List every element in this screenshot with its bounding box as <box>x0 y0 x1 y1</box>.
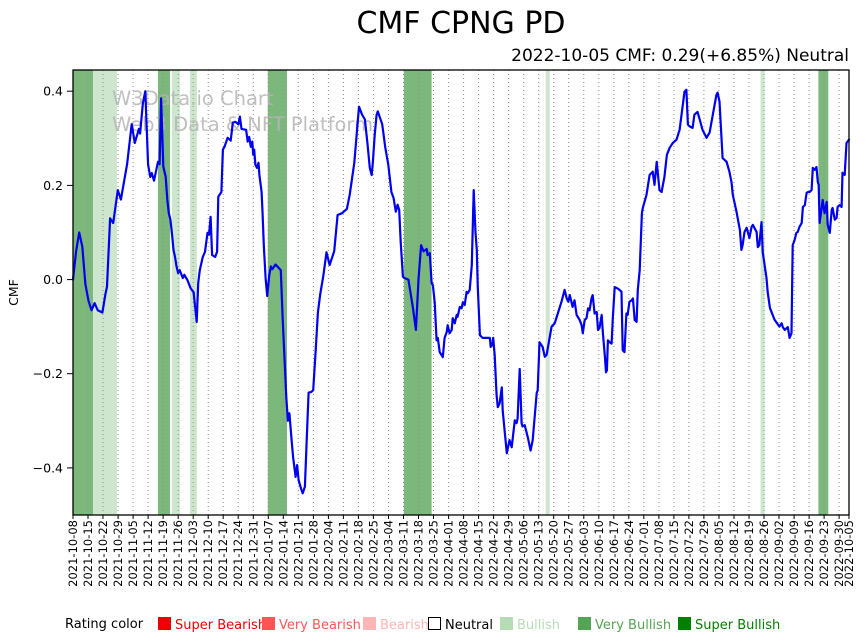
x-tick-label: 2022-03-18 <box>412 520 426 587</box>
x-tick-label: 2022-07-29 <box>697 520 711 587</box>
x-tick-label: 2022-07-08 <box>652 520 666 587</box>
y-tick-label: −0.4 <box>33 460 63 475</box>
rating-band <box>545 70 550 515</box>
x-tick-label: 2021-12-24 <box>231 520 245 587</box>
x-tick-label: 2021-10-08 <box>66 520 80 587</box>
legend-item-bullish: Bullish <box>500 617 560 633</box>
page-title: CMF CPNG PD <box>356 6 566 41</box>
x-tick-label: 2022-04-01 <box>442 520 456 587</box>
x-tick-label: 2021-11-05 <box>126 520 140 587</box>
legend-item-super-bullish: Super Bullish <box>678 617 780 633</box>
x-tick-label: 2022-02-04 <box>321 520 335 587</box>
x-tick-label: 2021-12-03 <box>186 520 200 587</box>
x-tick-label: 2022-01-28 <box>306 520 320 587</box>
x-tick-label: 2021-10-15 <box>81 520 95 587</box>
chart-subtitle: 2022-10-05 CMF: 0.29(+6.85%) Neutral <box>511 46 849 66</box>
cmf-series-line <box>71 88 851 495</box>
x-tick-label: 2022-06-10 <box>592 520 606 587</box>
x-tick-label: 2022-09-23 <box>817 520 831 587</box>
rating-band <box>818 70 829 515</box>
x-tick-label: 2022-07-15 <box>667 520 681 587</box>
rating-band <box>267 70 287 515</box>
x-tick-label: 2022-05-20 <box>547 520 561 587</box>
x-tick-label: 2022-05-27 <box>562 520 576 587</box>
x-tick-label: 2022-06-17 <box>607 520 621 587</box>
x-tick-label: 2022-04-08 <box>457 520 471 587</box>
legend-swatch <box>678 617 691 630</box>
x-tick-label: 2022-03-04 <box>382 520 396 587</box>
legend-item-very-bullish: Very Bullish <box>578 617 671 633</box>
x-tick-label: 2022-01-14 <box>276 520 290 587</box>
rating-band <box>171 70 180 515</box>
x-tick-label: 2022-02-25 <box>366 520 380 587</box>
legend-item-very-bearish: Very Bearish <box>262 617 361 633</box>
legend-swatch <box>578 617 591 630</box>
y-tick-label: −0.2 <box>33 366 63 381</box>
x-tick-label: 2022-02-18 <box>351 520 365 587</box>
watermark-line2: Web3 Data & NFT Platform <box>112 113 373 136</box>
x-tick-label: 2022-06-24 <box>622 520 636 587</box>
x-tick-label: 2022-04-22 <box>487 520 501 587</box>
x-tick-label: 2021-10-29 <box>111 520 125 587</box>
x-tick-label: 2022-04-29 <box>502 520 516 587</box>
y-axis-label: CMF <box>6 279 21 306</box>
x-tick-label: 2022-09-02 <box>772 520 786 587</box>
legend-item-label: Super Bullish <box>695 618 781 633</box>
x-tick-label: 2021-10-22 <box>96 520 110 587</box>
x-tick-label: 2022-09-30 <box>832 520 846 587</box>
x-tick-label: 2022-09-09 <box>787 520 801 587</box>
y-tick-label: 0.2 <box>43 178 63 193</box>
x-tick-label: 2022-01-07 <box>261 520 275 587</box>
legend-swatch <box>428 617 441 630</box>
rating-band <box>760 70 765 515</box>
legend-item-label: Very Bullish <box>595 618 672 633</box>
legend-swatch <box>262 617 275 630</box>
x-tick-label: 2022-03-11 <box>397 520 411 587</box>
x-tick-label: 2021-11-26 <box>171 520 185 587</box>
y-tick-label: 0.4 <box>43 84 63 99</box>
x-tick-label: 2022-02-11 <box>336 520 350 587</box>
x-tick-label: 2022-06-03 <box>577 520 591 587</box>
x-tick-label: 2021-12-31 <box>246 520 260 587</box>
legend-item-label: Bearish <box>380 618 429 633</box>
legend-item-super-bearish: Super Bearish <box>158 617 266 633</box>
x-tick-label: 2021-11-19 <box>156 520 170 587</box>
legend-item-label: Bullish <box>517 618 561 633</box>
rating-legend: Rating color Super Bearish Very Bearish Be… <box>0 614 867 638</box>
x-tick-label: 2022-07-01 <box>637 520 651 587</box>
x-tick-label: 2022-08-19 <box>742 520 756 587</box>
legend-swatch <box>363 617 376 630</box>
x-tick-label: 2022-03-25 <box>427 520 441 587</box>
x-tick-label: 2021-11-12 <box>141 520 155 587</box>
legend-item-neutral: Neutral <box>428 617 493 633</box>
x-tick-label: 2022-08-12 <box>727 520 741 587</box>
x-tick-label: 2022-05-06 <box>517 520 531 587</box>
legend-swatch <box>158 617 171 630</box>
x-tick-label: 2022-08-26 <box>757 520 771 587</box>
x-tick-label: 2022-05-13 <box>532 520 546 587</box>
x-tick-label: 2022-09-16 <box>802 520 816 587</box>
y-tick-label: 0.0 <box>43 272 63 287</box>
legend-item-label: Neutral <box>445 618 493 633</box>
rating-legend-label: Rating color <box>65 617 144 632</box>
x-tick-label: 2022-08-05 <box>712 520 726 587</box>
legend-item-bearish: Bearish <box>363 617 429 633</box>
x-tick-label: 2021-12-17 <box>216 520 230 587</box>
plot-border <box>72 69 850 516</box>
x-tick-label: 2022-07-22 <box>682 520 696 587</box>
x-tick-label: 2022-04-15 <box>472 520 486 587</box>
x-tick-label: 2022-10-05 <box>842 520 856 587</box>
legend-item-label: Super Bearish <box>175 618 267 633</box>
x-tick-label: 2021-12-10 <box>201 520 215 587</box>
legend-swatch <box>500 617 513 630</box>
legend-item-label: Very Bearish <box>279 618 361 633</box>
x-tick-label: 2022-01-21 <box>291 520 305 587</box>
rating-band <box>73 70 94 515</box>
watermark-line1: W3Data.io Chart <box>112 87 274 110</box>
